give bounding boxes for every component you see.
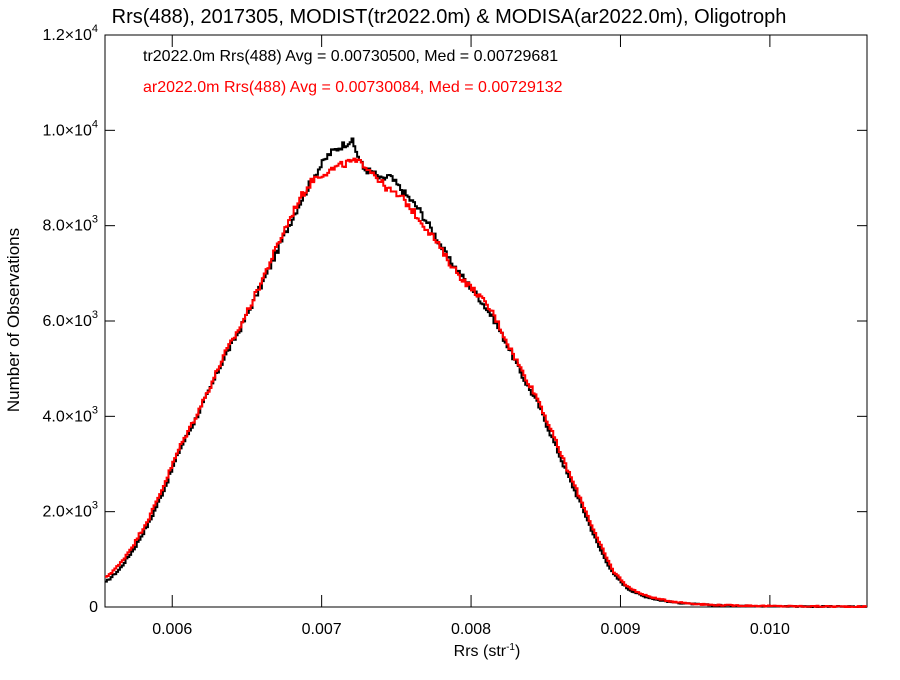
x-axis-label-main: Rrs (str <box>454 643 507 660</box>
x-axis-ticks: 0.006 0.007 0.008 0.009 0.010 <box>152 35 790 638</box>
x-tick-label: 0.010 <box>750 621 790 638</box>
series-line-0 <box>105 137 867 608</box>
y-axis-label: Number of Observations <box>4 228 23 412</box>
annotation-red: ar2022.0m Rrs(488) Avg = 0.00730084, Med… <box>143 79 563 96</box>
y-tick-label: 1.2×104 <box>42 23 98 44</box>
x-axis-label-sup: -1 <box>506 642 515 653</box>
y-tick-label: 6.0×103 <box>42 309 98 330</box>
y-tick-label: 0 <box>89 599 98 616</box>
x-tick-label: 0.009 <box>600 621 640 638</box>
x-tick-label: 0.006 <box>152 621 192 638</box>
x-axis-label: Rrs (str-1) <box>454 642 521 660</box>
x-tick-label: 0.008 <box>451 621 491 638</box>
chart-title: Rrs(488), 2017305, MODIST(tr2022.0m) & M… <box>112 6 787 28</box>
y-tick-label: 1.0×104 <box>42 118 98 139</box>
y-tick-label: 8.0×103 <box>42 214 98 235</box>
histogram-series <box>105 137 867 608</box>
y-tick-label: 4.0×103 <box>42 404 98 425</box>
series-line-1 <box>105 157 867 608</box>
plot-frame <box>104 34 868 608</box>
annotation-black: tr2022.0m Rrs(488) Avg = 0.00730500, Med… <box>143 48 558 65</box>
x-axis-label-tail: ) <box>515 643 520 660</box>
y-tick-label: 2.0×103 <box>42 500 98 521</box>
y-axis-ticks: 0 2.0×103 4.0×103 6.0×103 8.0×103 1.0×104 1.2×… <box>42 23 867 616</box>
x-tick-label: 0.007 <box>302 621 342 638</box>
